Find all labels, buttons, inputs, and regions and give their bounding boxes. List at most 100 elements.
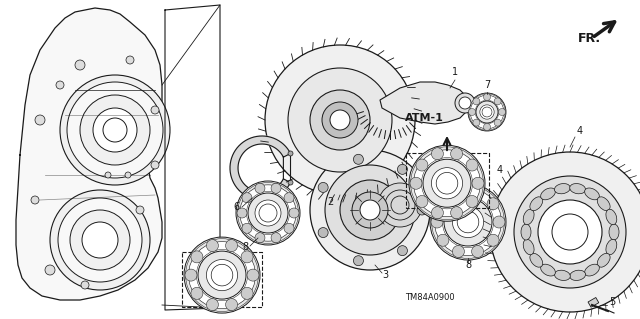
Circle shape [494, 119, 501, 126]
Circle shape [487, 198, 499, 210]
Circle shape [206, 259, 237, 291]
Circle shape [189, 242, 255, 308]
Circle shape [476, 101, 498, 123]
Circle shape [125, 172, 131, 178]
Circle shape [288, 180, 293, 185]
Circle shape [126, 56, 134, 64]
Ellipse shape [597, 253, 610, 267]
Polygon shape [16, 8, 162, 300]
Circle shape [416, 196, 428, 207]
Circle shape [45, 265, 55, 275]
Circle shape [50, 190, 150, 290]
Circle shape [410, 177, 422, 189]
Circle shape [360, 200, 380, 220]
Circle shape [466, 196, 478, 207]
Bar [588, 298, 599, 307]
Text: 7: 7 [484, 80, 490, 90]
Circle shape [322, 102, 358, 138]
Circle shape [483, 123, 490, 130]
Circle shape [472, 246, 484, 257]
Circle shape [56, 81, 64, 89]
Circle shape [493, 216, 505, 228]
Text: 3: 3 [382, 270, 388, 280]
Text: 4: 4 [497, 165, 503, 175]
Text: 2: 2 [327, 197, 333, 207]
Circle shape [225, 299, 237, 311]
Circle shape [31, 196, 39, 204]
Circle shape [431, 168, 463, 199]
Text: TM84A0900: TM84A0900 [405, 293, 455, 302]
Circle shape [473, 98, 480, 105]
Ellipse shape [530, 197, 543, 211]
Circle shape [67, 82, 163, 178]
Circle shape [284, 223, 294, 233]
Circle shape [413, 150, 481, 217]
Text: 1: 1 [452, 67, 458, 77]
Ellipse shape [584, 264, 600, 276]
Ellipse shape [570, 270, 586, 280]
Circle shape [241, 251, 253, 263]
Circle shape [81, 281, 89, 289]
Circle shape [255, 183, 265, 193]
Circle shape [431, 207, 444, 219]
Circle shape [451, 148, 463, 160]
Circle shape [255, 200, 281, 226]
Circle shape [70, 210, 130, 270]
Circle shape [455, 93, 475, 113]
Circle shape [457, 211, 479, 233]
Circle shape [288, 151, 293, 156]
Circle shape [417, 205, 427, 215]
Circle shape [353, 154, 364, 164]
Text: 5: 5 [609, 297, 615, 307]
Circle shape [284, 193, 294, 203]
Circle shape [431, 148, 444, 160]
Ellipse shape [570, 183, 586, 194]
Circle shape [211, 264, 233, 286]
Circle shape [236, 181, 300, 245]
Circle shape [552, 214, 588, 250]
Circle shape [151, 106, 159, 114]
Circle shape [288, 68, 392, 172]
Ellipse shape [597, 197, 610, 211]
Circle shape [452, 187, 465, 198]
Circle shape [289, 208, 299, 218]
Text: 8: 8 [465, 260, 471, 270]
Circle shape [247, 269, 259, 281]
Circle shape [468, 108, 476, 115]
Circle shape [431, 216, 443, 228]
Ellipse shape [530, 253, 543, 267]
Circle shape [470, 95, 504, 129]
Ellipse shape [541, 188, 556, 200]
Circle shape [482, 107, 492, 117]
Circle shape [242, 223, 252, 233]
Ellipse shape [606, 239, 617, 255]
Circle shape [483, 93, 490, 100]
Circle shape [451, 207, 463, 219]
Ellipse shape [554, 183, 570, 194]
Circle shape [397, 164, 408, 174]
Circle shape [340, 180, 400, 240]
Circle shape [452, 206, 484, 238]
Bar [182, 252, 262, 307]
Circle shape [473, 119, 480, 126]
Circle shape [240, 185, 296, 241]
Circle shape [378, 183, 422, 227]
Circle shape [472, 177, 484, 189]
Circle shape [444, 198, 492, 246]
Ellipse shape [524, 209, 534, 225]
Text: 6: 6 [233, 202, 239, 212]
Circle shape [494, 98, 501, 105]
Circle shape [385, 190, 415, 220]
Ellipse shape [541, 264, 556, 276]
Circle shape [310, 150, 430, 270]
Circle shape [352, 192, 388, 228]
Circle shape [237, 208, 247, 218]
Circle shape [409, 145, 485, 221]
Circle shape [480, 105, 494, 119]
Circle shape [184, 237, 260, 313]
Circle shape [248, 193, 288, 233]
Circle shape [468, 93, 506, 131]
Circle shape [499, 108, 506, 115]
Ellipse shape [606, 209, 617, 225]
Circle shape [490, 152, 640, 312]
